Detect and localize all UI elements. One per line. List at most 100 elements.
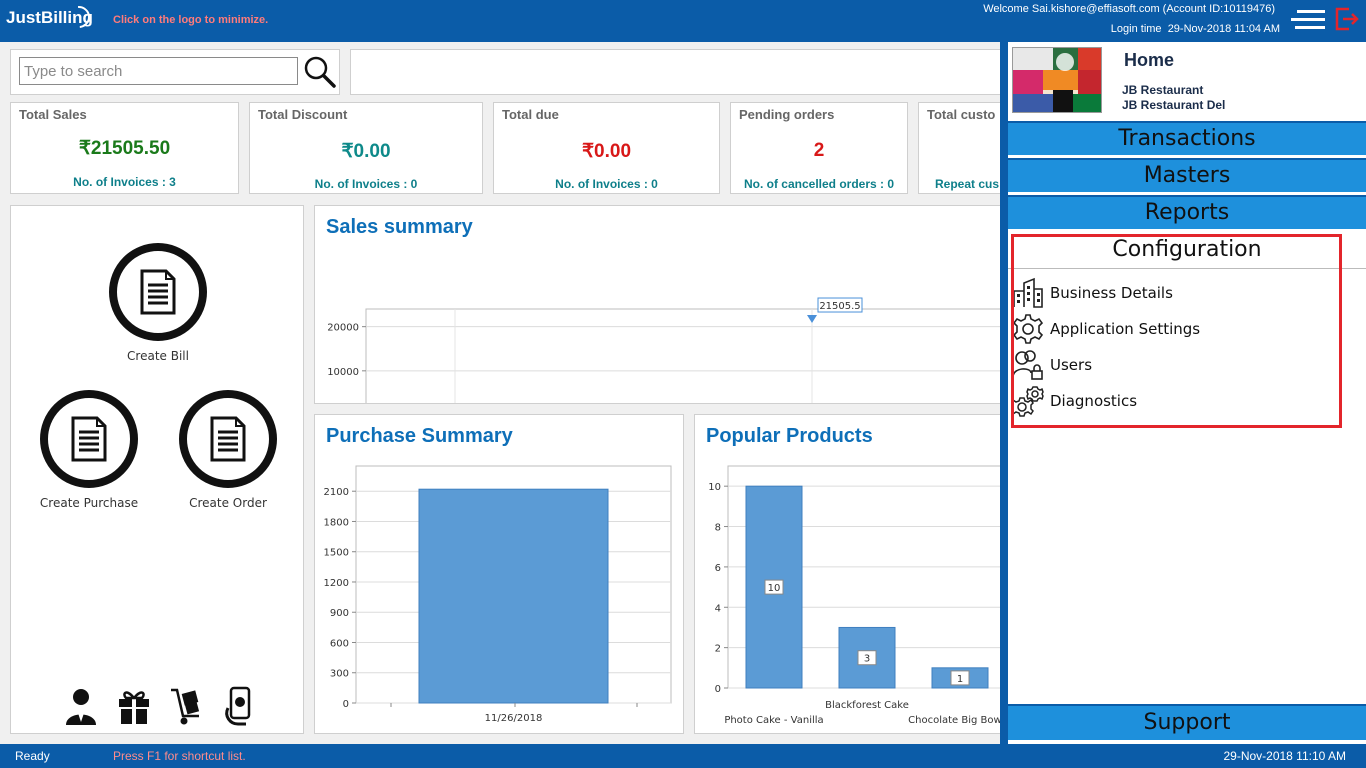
data-label: 21505.5 <box>819 301 860 312</box>
x-tick-label: 11/26/2018 <box>485 713 543 724</box>
create-bill-button[interactable]: Create Bill <box>108 243 208 363</box>
data-label-box <box>817 297 863 313</box>
y-tick-label: 600 <box>330 638 349 649</box>
popular-products-panel: Popular Products 0 2 4 6 8 10 10 Photo Cake - V… <box>694 414 1010 734</box>
sales-summary-panel: Sales summary 0100002000021505.511/1/201… <box>314 205 1010 404</box>
create-order-button[interactable]: Create Order <box>178 390 278 510</box>
shortcut-hint: Press F1 for shortcut list. <box>113 749 246 763</box>
x-tick-label: Chocolate Big Bow C <box>908 715 1010 726</box>
welcome-text: Welcome Sai.kishore@effiasoft.com (Accou… <box>983 3 1275 15</box>
card-total-discount[interactable]: Total Discount ₹0.00 No. of Invoices : 0 <box>249 102 483 194</box>
config-users[interactable]: Users <box>1012 349 1332 381</box>
restaurant-logo-collage[interactable] <box>1012 47 1102 113</box>
config-application-settings[interactable]: Application Settings <box>1012 313 1332 345</box>
gift-icon[interactable] <box>116 686 154 726</box>
card-title: Total due <box>502 107 559 122</box>
global-search-field[interactable] <box>350 49 1000 95</box>
bar <box>418 488 609 704</box>
quick-actions-panel: Create Bill Create Purchase Create Order <box>10 205 304 734</box>
logout-icon[interactable] <box>1333 5 1361 33</box>
card-value: ₹21505.50 <box>78 138 171 159</box>
card-total-customers[interactable]: Total custo Repeat cus <box>918 102 1010 194</box>
card-value: ₹0.00 <box>581 141 632 162</box>
plot-area <box>365 308 1009 403</box>
data-label-box <box>950 670 970 686</box>
sales-summary-title: Sales summary <box>326 216 473 238</box>
gears-icon <box>1010 385 1044 417</box>
bill-document-icon <box>109 243 207 341</box>
nav-configuration[interactable]: Configuration <box>1008 231 1366 269</box>
popular-products-chart: 0 2 4 6 8 10 10 Photo Cake - Vanilla 3 Blackfores… <box>708 465 1010 726</box>
outlet-name[interactable]: JB Restaurant <box>1122 83 1204 97</box>
create-purchase-button[interactable]: Create Purchase <box>39 390 139 510</box>
y-tick-label: 1200 <box>324 578 349 589</box>
y-tick-label: 4 <box>715 603 721 614</box>
config-business-details[interactable]: Business Details <box>1012 277 1332 309</box>
search-icon[interactable] <box>303 55 337 89</box>
x-tick-label: Blackforest Cake <box>825 700 909 711</box>
y-tick-label: 8 <box>715 523 721 534</box>
side-navigation: Home JB Restaurant JB Restaurant Del Tra… <box>1000 42 1366 744</box>
nav-support[interactable]: Support <box>1008 704 1366 740</box>
card-footer: No. of Invoices : 0 <box>555 177 658 191</box>
nav-transactions[interactable]: Transactions <box>1008 121 1366 155</box>
purchase-summary-chart: 0 300 600 900 1200 1500 1800 2100 11/26/2018 <box>324 465 672 724</box>
login-time-value: 29-Nov-2018 11:04 AM <box>1167 23 1280 35</box>
y-tick-label: 1800 <box>324 517 349 528</box>
card-total-due[interactable]: Total due ₹0.00 No. of Invoices : 0 <box>493 102 720 194</box>
y-tick-label: 6 <box>715 563 721 574</box>
data-label: 10 <box>768 583 781 594</box>
mobile-payment-icon[interactable] <box>222 686 260 726</box>
top-bar: JustBilling Click on the logo to minimiz… <box>0 0 1366 42</box>
y-tick-label: 1500 <box>324 548 349 559</box>
card-footer: Repeat cus <box>935 177 1000 191</box>
search-input[interactable] <box>19 57 298 85</box>
users-icon <box>1012 349 1044 381</box>
dashboard: Total Sales ₹21505.50 No. of Invoices : … <box>0 42 1010 744</box>
hamburger-menu-icon[interactable] <box>1291 8 1325 32</box>
minimize-hint: Click on the logo to minimize. <box>113 14 269 26</box>
card-title: Pending orders <box>739 107 835 122</box>
config-item-label: Application Settings <box>1050 320 1201 338</box>
data-label: 1 <box>957 674 963 685</box>
config-diagnostics[interactable]: Diagnostics <box>1010 385 1332 417</box>
card-pending-orders[interactable]: Pending orders 2 No. of cancelled orders… <box>730 102 908 194</box>
data-label-box <box>857 650 877 666</box>
popular-products-title: Popular Products <box>706 425 873 447</box>
customer-icon[interactable] <box>63 686 101 726</box>
card-footer: No. of Invoices : 0 <box>314 177 418 191</box>
y-tick-label: 10 <box>708 482 721 493</box>
card-footer: No. of cancelled orders : 0 <box>743 177 895 191</box>
nav-masters[interactable]: Masters <box>1008 158 1366 192</box>
create-bill-label: Create Bill <box>127 349 189 363</box>
card-title: Total Sales <box>19 107 87 122</box>
card-total-sales[interactable]: Total Sales ₹21505.50 No. of Invoices : … <box>10 102 239 194</box>
config-item-label: Business Details <box>1050 284 1173 302</box>
y-tick-label: 0 <box>343 699 349 710</box>
home-title[interactable]: Home <box>1124 50 1175 70</box>
outlet-name[interactable]: JB Restaurant Del <box>1122 98 1226 112</box>
y-tick-label: 20000 <box>327 323 359 334</box>
data-label: 3 <box>864 654 870 665</box>
data-point <box>807 315 817 324</box>
card-value: 2 <box>813 140 825 161</box>
card-title: Total custo <box>927 107 996 122</box>
create-purchase-label: Create Purchase <box>39 496 139 510</box>
search-container <box>10 49 340 95</box>
card-value: ₹0.00 <box>341 141 391 162</box>
y-tick-label: 300 <box>330 669 349 680</box>
nav-reports[interactable]: Reports <box>1008 195 1366 229</box>
delivery-trolley-icon[interactable] <box>169 686 207 726</box>
x-tick-label: Photo Cake - Vanilla <box>724 715 823 726</box>
status-datetime: 29-Nov-2018 11:10 AM <box>1223 749 1346 763</box>
y-tick-label: 900 <box>330 608 349 619</box>
purchase-document-icon <box>40 390 138 488</box>
y-tick-label: 2100 <box>324 487 349 498</box>
status-ready: Ready <box>15 749 50 763</box>
config-item-label: Diagnostics <box>1050 392 1138 410</box>
gear-icon <box>1012 313 1044 345</box>
app-logo[interactable]: JustBilling <box>6 8 93 27</box>
y-tick-label: 10000 <box>327 367 359 378</box>
y-tick-label: 0 <box>715 684 721 695</box>
login-time: Login time 29-Nov-2018 11:04 AM <box>1111 23 1280 35</box>
